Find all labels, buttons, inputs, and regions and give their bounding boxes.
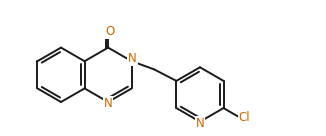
Text: N: N [196, 117, 204, 130]
Text: Cl: Cl [239, 111, 250, 124]
Text: N: N [128, 52, 137, 65]
Text: N: N [104, 97, 112, 110]
Text: O: O [105, 25, 114, 38]
